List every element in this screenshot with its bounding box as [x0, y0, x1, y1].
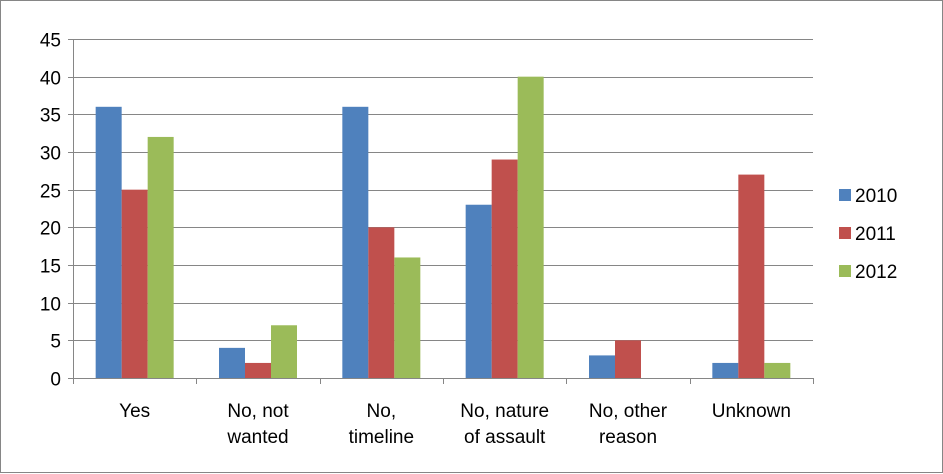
bar-2011-0 [121, 189, 148, 378]
legend-label-2010: 2010 [855, 186, 897, 207]
bar-2010-3 [465, 204, 492, 378]
y-tick-label: 15 [40, 257, 61, 278]
bar-2010-1 [219, 347, 245, 378]
x-category-label: Yes [119, 401, 150, 422]
bar-2011-3 [491, 159, 518, 378]
x-category-label: timeline [349, 427, 414, 448]
legend-swatch-2012 [839, 265, 851, 277]
x-category-label: wanted [226, 427, 288, 448]
bar-2012-1 [271, 325, 297, 378]
x-category-label: No, not [227, 401, 289, 422]
y-tick-label: 25 [40, 182, 61, 203]
x-category-label: Unknown [712, 401, 791, 422]
y-tick-label: 5 [50, 332, 61, 353]
bar-2011-2 [368, 227, 395, 378]
bar-2011-5 [738, 174, 765, 378]
y-tick-label: 40 [40, 69, 61, 90]
y-tick-label: 0 [50, 370, 61, 391]
y-tick-label: 10 [40, 295, 61, 316]
y-tick-label: 20 [40, 219, 61, 240]
legend-label-2011: 2011 [855, 224, 896, 245]
y-tick-label: 35 [40, 106, 61, 127]
bar-2010-2 [342, 106, 369, 379]
legend-swatch-2010 [839, 189, 851, 201]
bar-2010-0 [95, 106, 122, 379]
bar-2011-1 [245, 362, 271, 378]
x-category-label: No, other [589, 401, 668, 422]
x-category-label: of assault [464, 427, 546, 448]
legend-swatch-2011 [839, 227, 851, 239]
bar-2010-5 [712, 362, 739, 378]
bar-2012-2 [394, 257, 421, 378]
y-tick-label: 30 [40, 144, 61, 165]
bar-2010-4 [589, 355, 615, 378]
x-category-label: reason [599, 427, 657, 448]
legend-label-2012: 2012 [855, 262, 897, 283]
x-category-label: No, [367, 401, 397, 422]
bar-2011-4 [615, 340, 641, 378]
bar-2012-3 [517, 76, 544, 379]
x-category-label: No, nature [460, 401, 549, 422]
bar-2012-0 [147, 136, 174, 378]
bar-2012-5 [764, 362, 791, 378]
y-tick-label: 45 [40, 31, 61, 52]
